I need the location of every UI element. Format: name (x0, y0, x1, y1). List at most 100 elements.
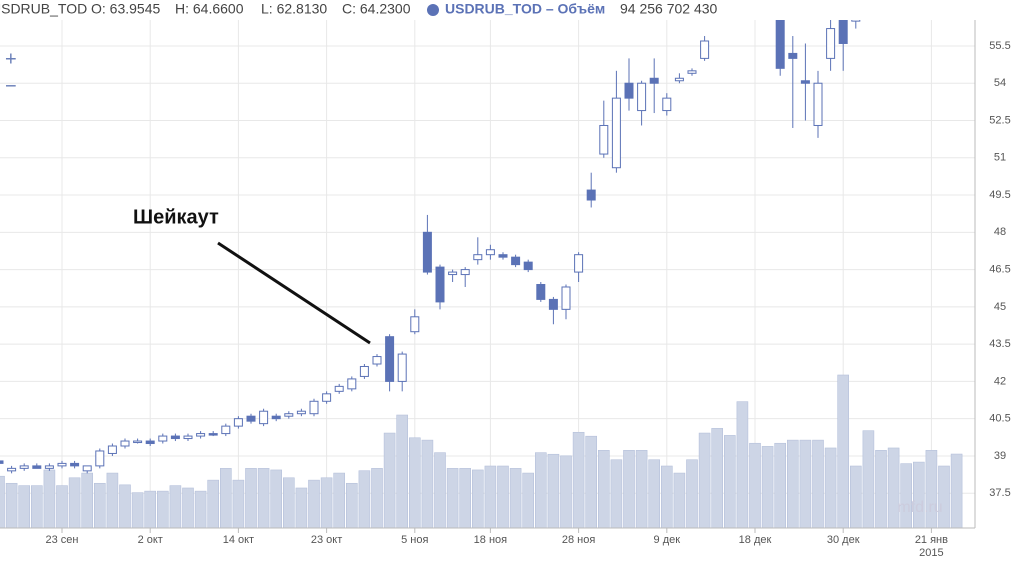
volume-bar (660, 465, 673, 528)
candle-body (700, 40, 710, 59)
y-tick-label: 52.5 (989, 114, 1010, 126)
candle-body (221, 425, 231, 435)
candle-body (233, 418, 243, 427)
candle-body (788, 52, 798, 59)
candle-body (347, 378, 357, 390)
candle-body (0, 460, 4, 464)
volume-bar (938, 465, 950, 528)
y-tick-label: 37.5 (989, 487, 1010, 499)
volume-bar (736, 401, 749, 528)
volume-bar (220, 468, 232, 528)
candle-body (611, 97, 621, 169)
candle-body (120, 440, 130, 447)
volume-bar (333, 472, 346, 528)
candle-body (624, 82, 634, 99)
volume-bar (81, 472, 93, 528)
x-tick-label: 2 окт (138, 534, 163, 546)
volume-bar (119, 484, 131, 528)
volume-bar (799, 439, 812, 528)
volume-bar (169, 485, 182, 528)
volume-bar (623, 450, 635, 528)
candle-body (32, 465, 42, 469)
volume-bar (383, 432, 396, 528)
volume-name: USDRUB_TOD – Объём (445, 1, 605, 17)
volume-bar (635, 450, 648, 528)
volume-bar (207, 479, 219, 528)
candle-body (800, 80, 810, 84)
x-tick-label: 9 дек (654, 534, 681, 546)
volume-legend-marker (427, 4, 439, 16)
candle-body (133, 440, 143, 444)
candle-body (334, 385, 344, 392)
candle-body (536, 283, 546, 300)
candle-body (574, 254, 584, 273)
candle-body (95, 450, 105, 467)
watermark: mfd.ru (897, 499, 942, 516)
candle-body (674, 77, 684, 82)
volume-bar (560, 455, 572, 528)
volume-bar (257, 468, 270, 528)
volume-bar (282, 477, 295, 528)
candle-layer (0, 16, 861, 474)
high: H: 64.6600 (175, 1, 244, 17)
candle-body (775, 16, 785, 69)
annotation: Шейкаут (133, 206, 219, 228)
candle-body (208, 433, 218, 436)
volume-bar (131, 492, 144, 528)
candle-body (385, 336, 395, 382)
candle-body (813, 82, 823, 126)
volume-bar (308, 479, 320, 528)
candle-body (284, 413, 294, 417)
candle-body (599, 124, 609, 155)
volume-bar (345, 482, 358, 528)
x-tick-label: 14 окт (223, 534, 254, 546)
candle-body (397, 353, 407, 382)
volume-bar (434, 452, 446, 528)
candle-body (82, 465, 92, 472)
volume-layer (0, 374, 963, 528)
x-tick-label: 18 дек (739, 534, 772, 546)
y-tick-label: 42 (994, 375, 1006, 387)
volume-bar (534, 452, 547, 528)
candle-body (511, 256, 521, 266)
candle-body (322, 393, 332, 402)
candle-body (296, 410, 306, 415)
volume-bar (157, 490, 169, 528)
volume-bar (295, 487, 308, 528)
candle-body (170, 435, 180, 440)
candle-body (548, 298, 558, 310)
candle-body (372, 356, 382, 365)
y-tick-label: 45 (994, 301, 1006, 313)
volume-bar (56, 485, 68, 528)
volume-bar (182, 487, 194, 528)
volume-bar (144, 490, 156, 528)
volume-bar (484, 465, 497, 528)
candle-body (637, 82, 647, 112)
candle-body (460, 269, 470, 276)
volume-bar (320, 477, 333, 528)
candle-body (309, 400, 319, 415)
x-tick-label: 5 ноя (401, 534, 428, 546)
volume-bar (459, 468, 472, 528)
volume-bar (68, 477, 81, 528)
volume-bar (875, 450, 887, 528)
volume-bar (597, 450, 610, 528)
volume-bar (270, 469, 283, 528)
zoom-in[interactable]: + (5, 48, 17, 70)
candle-body (687, 70, 697, 74)
volume-bar (862, 430, 875, 528)
volume-bar (408, 437, 421, 528)
candle-body (485, 249, 495, 256)
candle-body (7, 467, 17, 472)
volume-bar (698, 432, 711, 528)
volume-bar (245, 468, 257, 528)
x-tick-label: 18 ноя (474, 534, 507, 546)
zoom-out[interactable]: − (5, 75, 17, 97)
volume-bar (812, 439, 824, 528)
year-label: 2015 (919, 547, 943, 559)
low: L: 62.8130 (261, 1, 327, 17)
y-tick-label: 54 (994, 77, 1006, 89)
volume-bar (94, 482, 106, 528)
volume-bar (900, 463, 913, 528)
